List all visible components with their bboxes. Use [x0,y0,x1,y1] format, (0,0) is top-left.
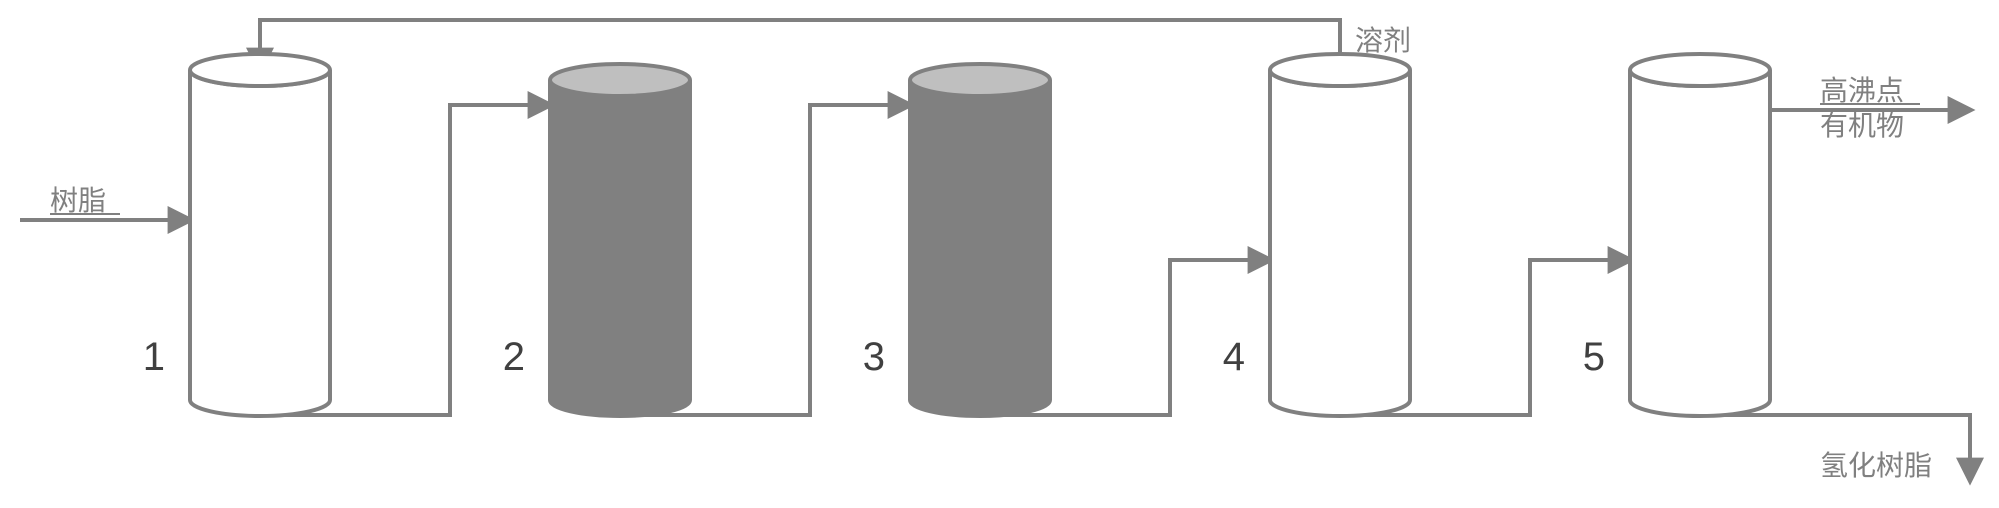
label-output-bottom: 氢化树脂 [1820,450,1932,481]
cylinder-number-c5: 5 [1583,335,1605,379]
cylinder-number-c3: 3 [863,335,885,379]
cylinder-c5: 5 [1583,54,1770,416]
label-input-resin: 树脂 [50,185,106,216]
cylinder-c2: 2 [503,64,690,416]
cylinder-c1: 1 [143,54,330,416]
flow-f_recycle [260,20,1340,70]
cylinder-c3: 3 [863,64,1050,416]
label-solvent: 溶剂 [1355,25,1411,56]
cylinder-number-c4: 4 [1223,335,1245,379]
process-flow-diagram: 1 2 3 4 5 树脂 溶剂高沸点有机物氢化树脂 [0,0,1999,508]
label-output-top2: 有机物 [1820,110,1904,141]
label-output-top1: 高沸点 [1820,75,1904,106]
cylinder-c4: 4 [1223,54,1410,416]
cylinder-number-c1: 1 [143,335,165,379]
cylinder-number-c2: 2 [503,335,525,379]
